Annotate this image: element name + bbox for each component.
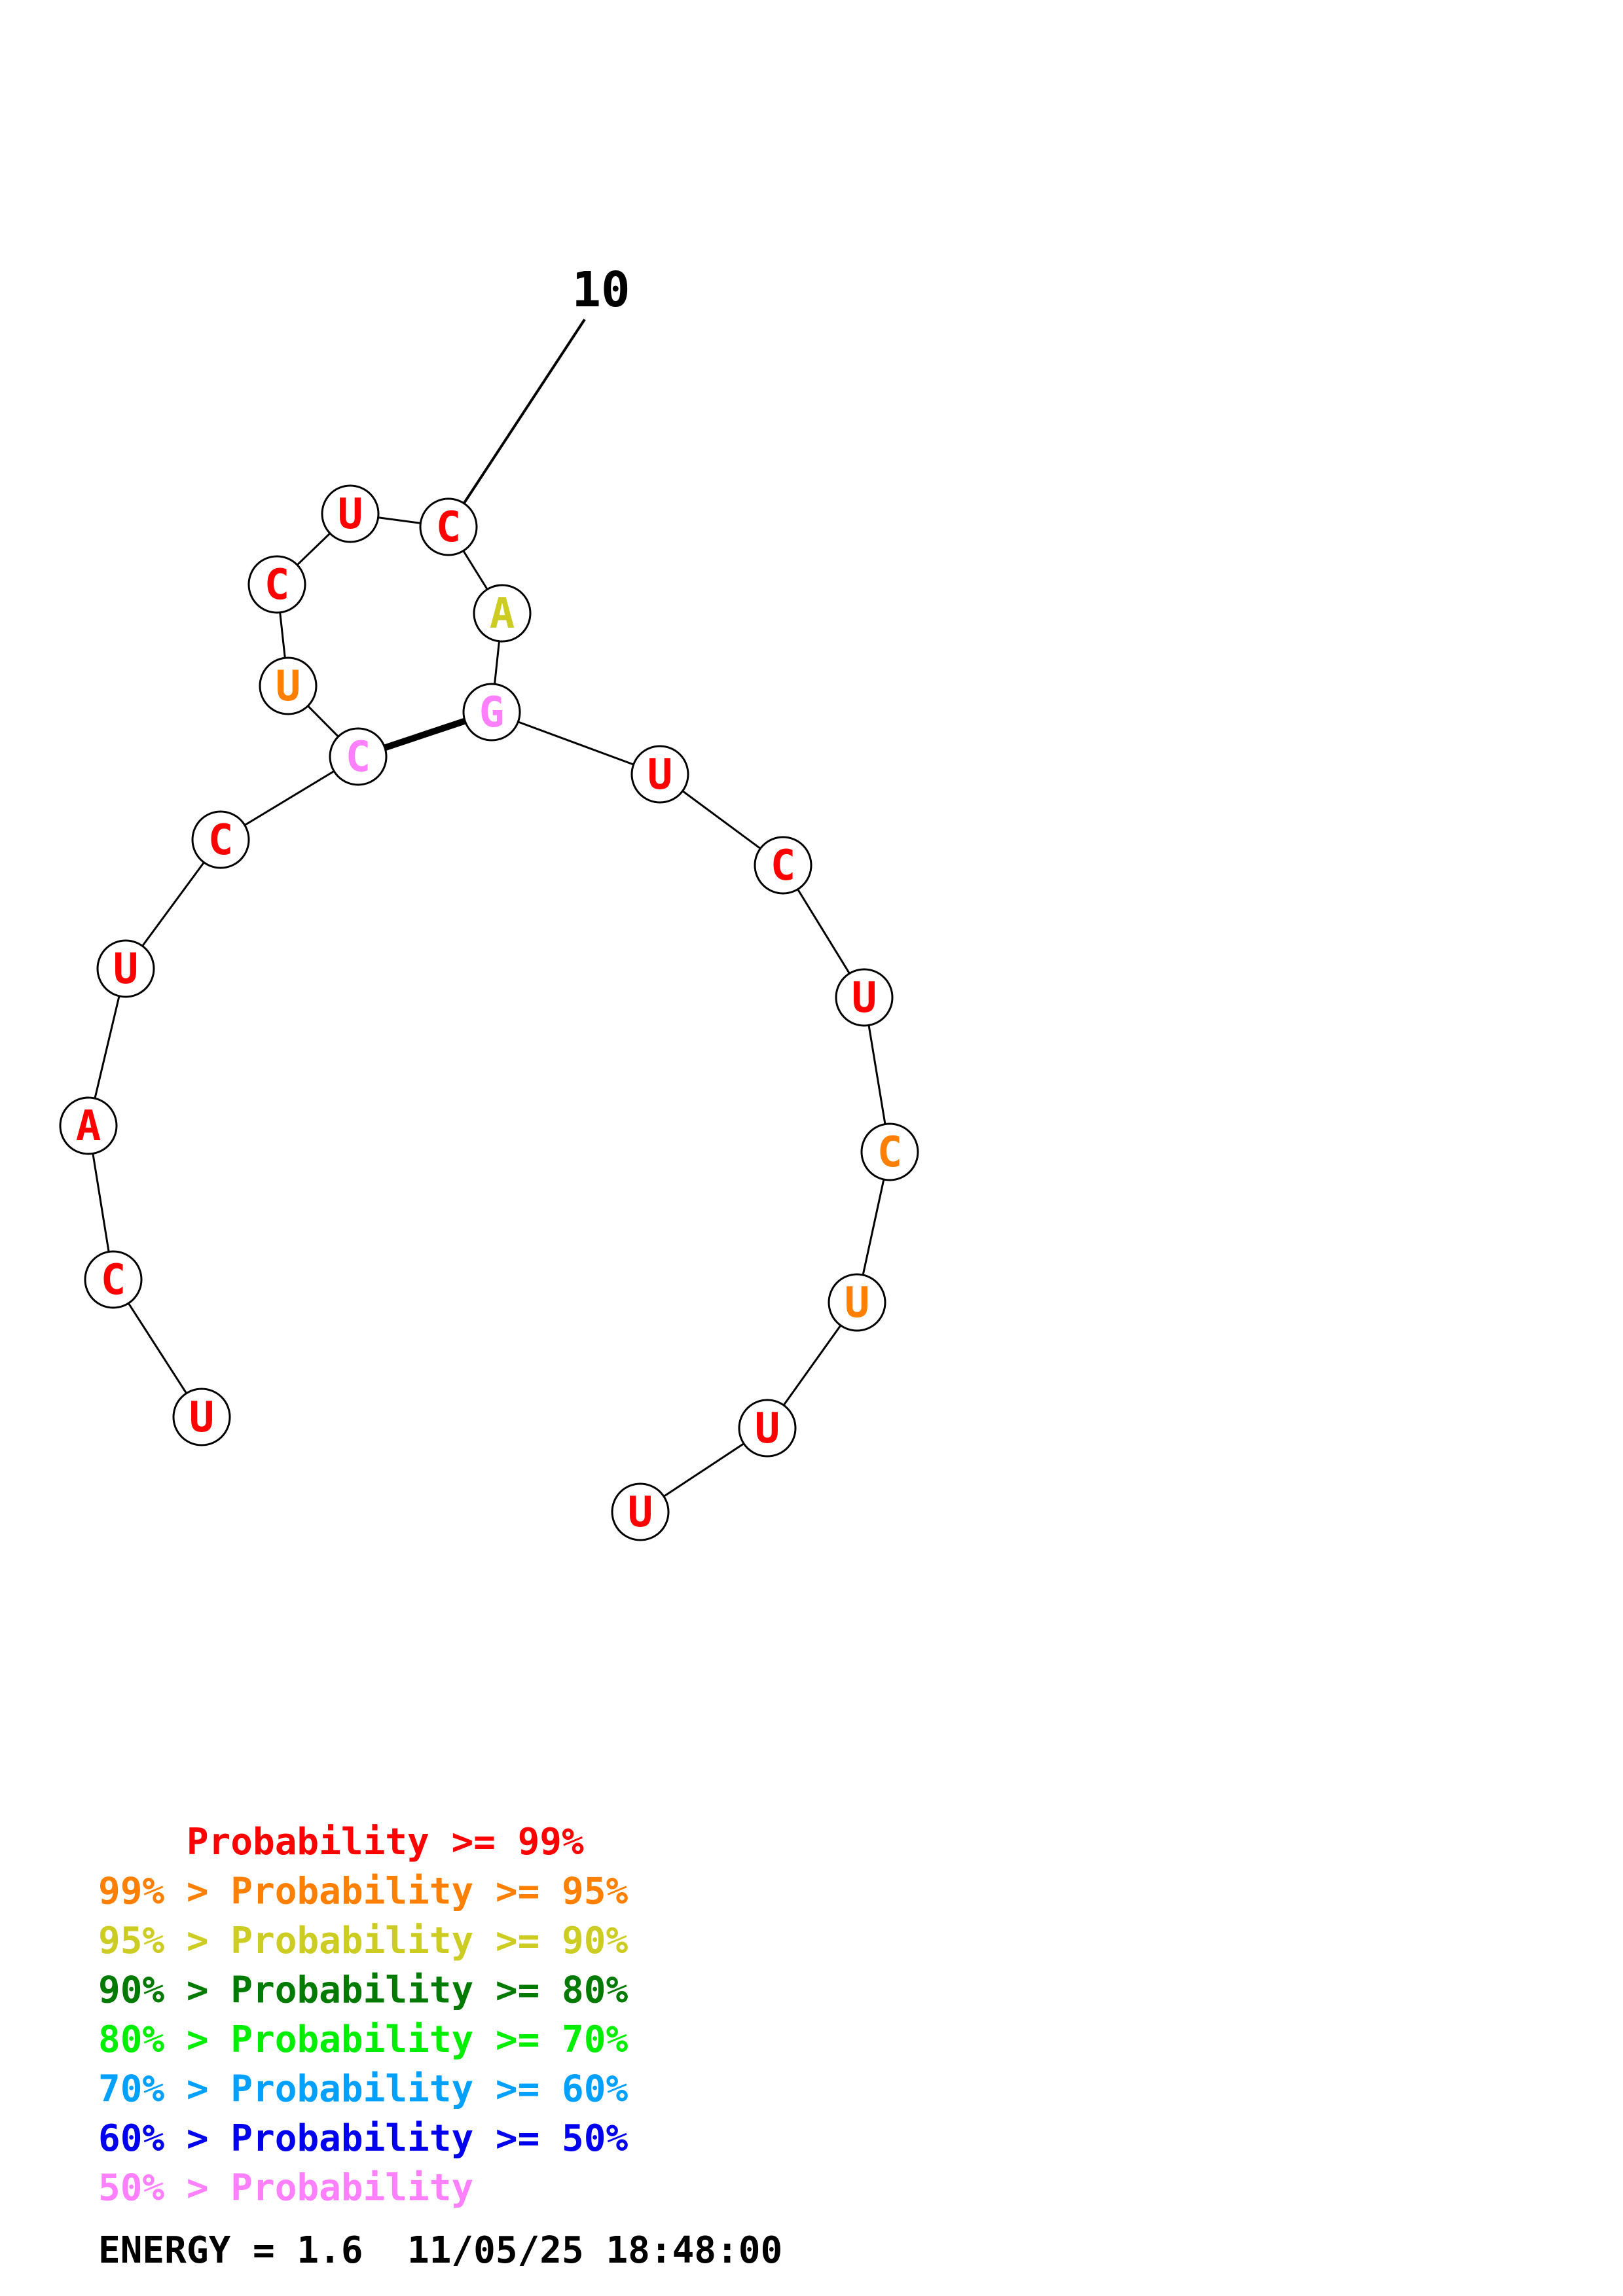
nucleotide-letter: A: [76, 1102, 101, 1151]
nucleotide-circle: [59, 1096, 118, 1155]
legend-label: Probability: [230, 2167, 473, 2210]
probability-legend: Probability >= 99% 99% > Probability >= 9…: [98, 1821, 628, 2210]
legend-row: Probability >= 99%: [98, 1821, 584, 1863]
nucleotide-circle: [329, 727, 388, 786]
nucleotide-letter: U: [276, 662, 301, 711]
nucleotide-4: U: [96, 939, 155, 998]
nucleotide-17: U: [828, 1273, 886, 1332]
nucleotide-7: U: [259, 656, 318, 715]
nucleotide-circle: [828, 1273, 886, 1332]
energy-footer: ENERGY = 1.6 11/05/25 18:48:00: [98, 2229, 782, 2272]
nucleotide-circle: [84, 1250, 143, 1309]
backbone-lines: [87, 512, 891, 1513]
nucleotide-circle: [611, 1482, 670, 1541]
nucleotide-letter: C: [101, 1256, 126, 1304]
position-tick: 10: [447, 262, 630, 528]
legend-row: 99% > Probability >= 95%: [98, 1871, 628, 1913]
legend-prefix: 70% >: [98, 2068, 230, 2111]
legend-row: 70% > Probability >= 60%: [98, 2068, 628, 2111]
nucleotide-letter: U: [845, 1279, 870, 1327]
nucleotide-letter: U: [755, 1405, 780, 1453]
nucleotide-5: C: [191, 810, 250, 869]
backbone-segment: [491, 711, 661, 776]
legend-label: Probability >= 90%: [230, 1920, 628, 1962]
legend-prefix: [98, 1821, 187, 1863]
nucleotide-circle: [630, 745, 689, 804]
nucleotide-letter: C: [264, 561, 290, 609]
legend-prefix: 99% >: [98, 1871, 230, 1913]
nucleotide-letter: C: [208, 816, 234, 865]
nucleotide-letter: G: [479, 689, 505, 737]
legend-prefix: 90% >: [98, 1969, 230, 2012]
legend-prefix: 80% >: [98, 2018, 230, 2061]
nucleotide-letter: U: [852, 974, 877, 1022]
nucleotide-circle: [321, 484, 380, 543]
nucleotide-letter: C: [346, 733, 371, 781]
nucleotide-circle: [172, 1388, 231, 1446]
nucleotide-13: U: [630, 745, 689, 804]
legend-label: Probability >= 80%: [230, 1969, 628, 2012]
legend-label: Probability >= 95%: [230, 1871, 628, 1913]
legend-row: 50% > Probability: [98, 2167, 473, 2210]
nucleotide-circle: [191, 810, 250, 869]
nucleotide-15: U: [835, 968, 894, 1027]
nucleotide-12: G: [462, 683, 521, 742]
nucleotide-circle: [738, 1399, 797, 1458]
nucleotide-circle: [96, 939, 155, 998]
nucleotide-18: U: [738, 1399, 797, 1458]
nucleotide-1: U: [172, 1388, 231, 1446]
legend-prefix: 50% >: [98, 2167, 230, 2210]
nucleotide-letter: C: [877, 1128, 903, 1177]
nucleotide-16: C: [860, 1122, 919, 1181]
nucleotide-19: U: [611, 1482, 670, 1541]
nucleotide-3: A: [59, 1096, 118, 1155]
nucleotide-letter: U: [647, 751, 673, 799]
nucleotide-letter: U: [189, 1393, 215, 1442]
legend-label: Probability >= 50%: [230, 2117, 628, 2160]
legend-label: Probability >= 99%: [187, 1821, 584, 1863]
nucleotide-circle: [473, 584, 532, 643]
nucleotide-2: C: [84, 1250, 143, 1309]
nucleotide-circle: [754, 836, 812, 895]
nucleotide-letter: A: [490, 590, 515, 638]
nucleotide-circle: [259, 656, 318, 715]
tick-line: [447, 318, 586, 528]
nucleotide-9: U: [321, 484, 380, 543]
nucleotide-circle: [419, 497, 478, 556]
nucleotide-6: C: [329, 727, 388, 786]
tick-label: 10: [572, 262, 630, 318]
nucleotide-14: C: [754, 836, 812, 895]
nucleotide-letter: C: [771, 842, 796, 890]
nucleotide-letter: U: [338, 490, 363, 539]
legend-row: 80% > Probability >= 70%: [98, 2018, 628, 2061]
legend-prefix: 95% >: [98, 1920, 230, 1962]
legend-row: 95% > Probability >= 90%: [98, 1920, 628, 1962]
nucleotide-circle: [462, 683, 521, 742]
legend-label: Probability >= 70%: [230, 2018, 628, 2061]
nucleotide-10: C: [419, 497, 478, 556]
legend-label: Probability >= 60%: [230, 2068, 628, 2111]
nucleotide-letter: C: [436, 503, 462, 552]
nucleotide-circle: [835, 968, 894, 1027]
nucleotide-circle: [247, 555, 306, 614]
legend-prefix: 60% >: [98, 2117, 230, 2160]
nucleotide-11: A: [473, 584, 532, 643]
nucleotide-letter: U: [113, 945, 139, 994]
legend-row: 60% > Probability >= 50%: [98, 2117, 628, 2160]
legend-row: 90% > Probability >= 80%: [98, 1969, 628, 2012]
nucleotide-8: C: [247, 555, 306, 614]
nucleotide-letter: U: [628, 1488, 653, 1537]
nucleotide-circle: [860, 1122, 919, 1181]
